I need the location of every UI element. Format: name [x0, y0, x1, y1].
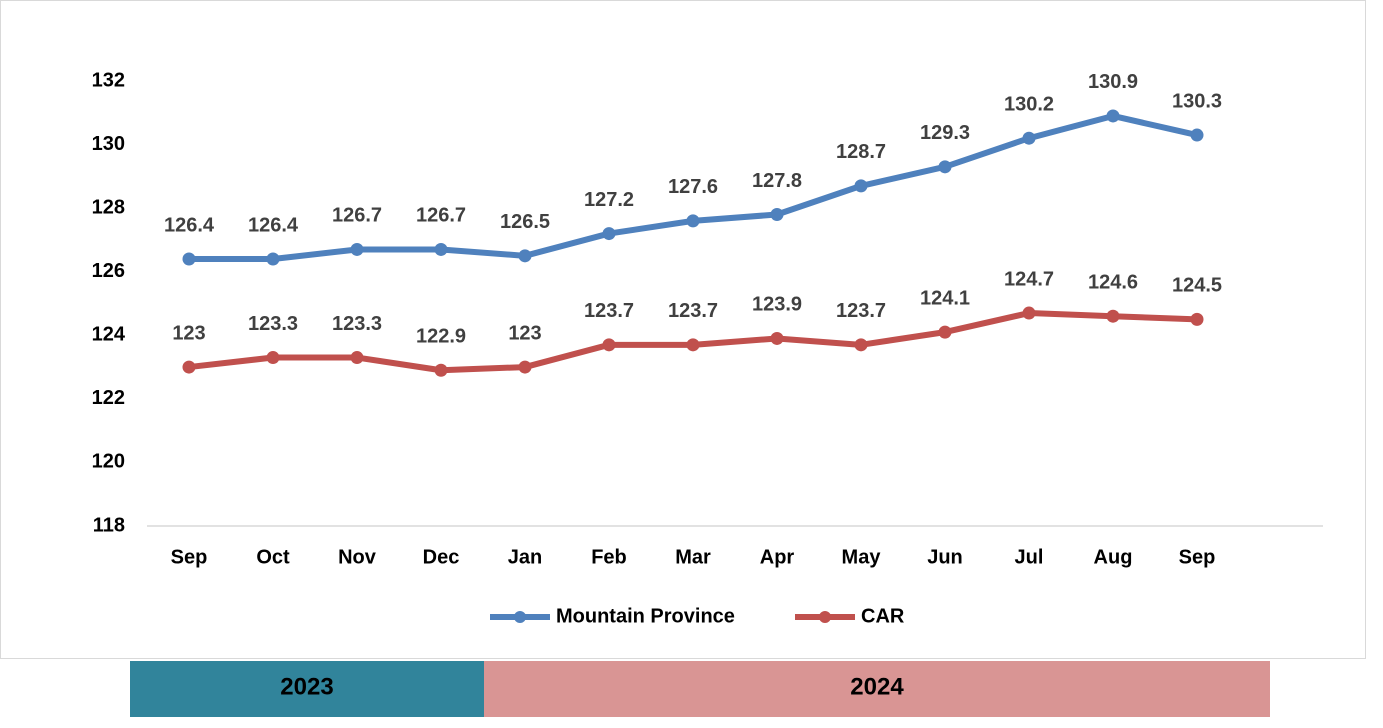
data-label: 130.3 — [1172, 90, 1222, 112]
data-point — [854, 179, 868, 193]
data-label: 126.4 — [164, 214, 215, 236]
legend-marker — [819, 611, 831, 623]
x-tick-label: Dec — [423, 546, 460, 568]
data-label: 129.3 — [920, 122, 970, 144]
chart-frame — [0, 0, 1366, 659]
x-tick-label: Feb — [591, 546, 627, 568]
data-label: 123 — [172, 322, 205, 344]
data-point — [1022, 131, 1036, 145]
data-point — [686, 338, 700, 352]
data-label: 130.2 — [1004, 93, 1054, 115]
x-tick-label: May — [842, 546, 882, 568]
data-label: 126.5 — [500, 211, 550, 233]
data-label: 127.8 — [752, 170, 802, 192]
legend-label: Mountain Province — [556, 605, 735, 627]
data-label: 130.9 — [1088, 71, 1138, 93]
data-point — [1190, 312, 1204, 326]
data-point — [518, 360, 532, 374]
data-label: 124.5 — [1172, 275, 1222, 297]
year-band — [484, 661, 1270, 717]
data-point — [602, 338, 616, 352]
year-band-label: 2023 — [280, 673, 333, 700]
data-point — [350, 351, 364, 365]
x-tick-label: Sep — [1179, 546, 1216, 568]
x-tick-label: Nov — [338, 546, 377, 568]
data-label: 122.9 — [416, 326, 466, 348]
data-point — [266, 351, 280, 365]
y-tick-label: 132 — [92, 69, 125, 91]
data-label: 124.6 — [1088, 271, 1138, 293]
data-label: 126.7 — [416, 205, 466, 227]
data-label: 123.7 — [836, 300, 886, 322]
x-tick-label: Aug — [1094, 546, 1133, 568]
data-point — [182, 360, 196, 374]
data-label: 123.9 — [752, 294, 802, 316]
legend-marker — [514, 611, 526, 623]
data-label: 128.7 — [836, 141, 886, 163]
data-label: 123.3 — [248, 313, 298, 335]
year-band — [130, 661, 484, 717]
data-point — [686, 214, 700, 228]
data-label: 124.7 — [1004, 268, 1054, 290]
data-point — [266, 252, 280, 266]
data-label: 123.7 — [584, 300, 634, 322]
x-tick-label: Sep — [171, 546, 208, 568]
year-band-label: 2024 — [850, 673, 904, 700]
data-point — [434, 363, 448, 377]
data-label: 123.3 — [332, 313, 382, 335]
y-tick-label: 128 — [92, 196, 125, 218]
data-point — [518, 249, 532, 263]
data-label: 123 — [508, 322, 541, 344]
data-label: 127.6 — [668, 176, 718, 198]
data-point — [602, 227, 616, 241]
data-point — [1022, 306, 1036, 320]
data-point — [1106, 109, 1120, 123]
y-tick-label: 120 — [92, 451, 125, 473]
data-point — [434, 242, 448, 256]
y-tick-label: 124 — [92, 324, 126, 346]
data-point — [854, 338, 868, 352]
data-label: 124.1 — [920, 287, 970, 309]
data-point — [350, 242, 364, 256]
data-point — [770, 331, 784, 345]
data-label: 127.2 — [584, 189, 634, 211]
data-point — [938, 160, 952, 174]
data-point — [938, 325, 952, 339]
x-tick-label: Apr — [760, 546, 795, 568]
y-tick-label: 122 — [92, 387, 125, 409]
data-point — [1190, 128, 1204, 142]
data-label: 123.7 — [668, 300, 718, 322]
x-tick-label: Jul — [1015, 546, 1044, 568]
data-point — [1106, 309, 1120, 323]
x-tick-label: Mar — [675, 546, 711, 568]
x-tick-label: Jun — [927, 546, 963, 568]
data-label: 126.4 — [248, 214, 299, 236]
data-label: 126.7 — [332, 205, 382, 227]
data-point — [770, 208, 784, 221]
y-tick-label: 130 — [92, 133, 125, 155]
y-tick-label: 126 — [92, 260, 125, 282]
data-point — [182, 252, 196, 266]
x-tick-label: Oct — [256, 546, 290, 568]
legend-label: CAR — [861, 605, 905, 627]
y-tick-label: 118 — [93, 514, 125, 536]
x-tick-label: Jan — [508, 546, 542, 568]
